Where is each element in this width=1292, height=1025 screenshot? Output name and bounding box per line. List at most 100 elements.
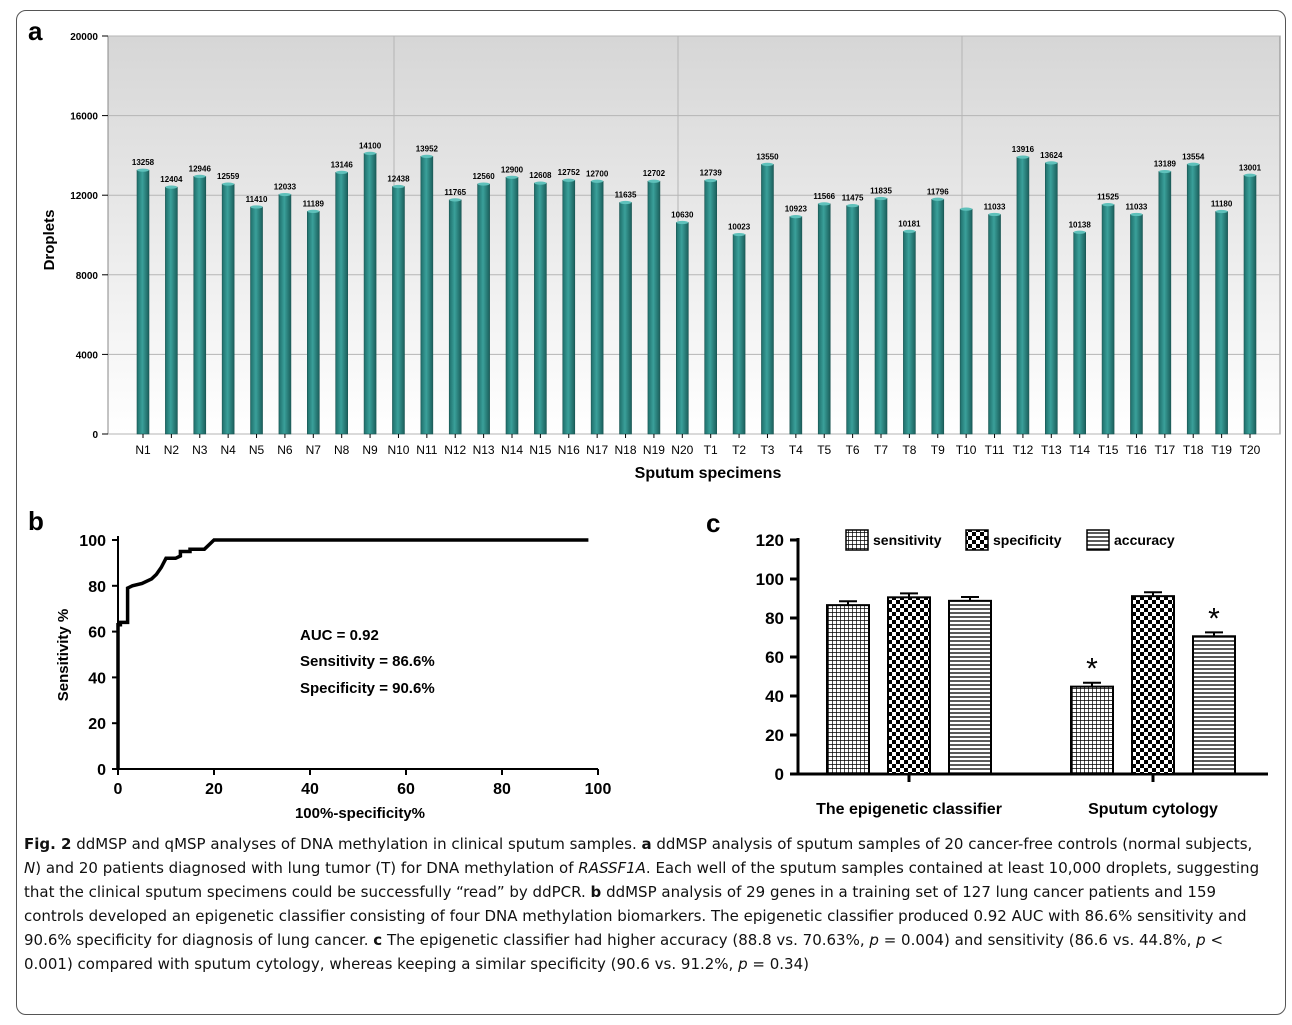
panel-a-data-label: 11189: [303, 199, 325, 208]
panel-c-bar-specificity: [887, 596, 931, 776]
panel-a-bar-top: [903, 229, 916, 233]
panel-a-x-tick-label: T1: [704, 443, 718, 457]
panel-a-bar-top: [364, 151, 377, 156]
panel-b-y-tick-label: 60: [88, 625, 106, 642]
panel-b-y-tick-label: 40: [88, 670, 106, 687]
panel-c-legend-swatch-accuracy: [1086, 529, 1110, 551]
panel-a-x-tick-label: N7: [306, 443, 322, 457]
panel-a-x-tick-label: T20: [1240, 443, 1261, 457]
panel-c-legend-label-specificity: specificity: [993, 532, 1062, 548]
panel-a-bar-top: [1158, 169, 1171, 174]
panel-a-data-label: 10181: [898, 219, 921, 228]
panel-b-x-tick-label: 20: [205, 781, 223, 798]
panel-a-bar-top: [1187, 162, 1200, 166]
panel-c-bar-specificity: [1131, 595, 1175, 775]
caption-c-text-2: = 0.004) and sensitivity (86.6 vs. 44.8%…: [878, 931, 1197, 949]
panel-a-data-label: 11796: [927, 187, 949, 196]
panel-a-x-tick-label: T15: [1098, 443, 1119, 457]
panel-c-y-tick-label: 0: [775, 765, 784, 784]
panel-c-bars: **: [826, 591, 1236, 776]
caption-title: ddMSP and qMSP analyses of DNA methylati…: [71, 835, 642, 853]
panel-c-bar-accuracy: [948, 599, 992, 776]
panel-a-x-tick-label: T11: [985, 443, 1005, 457]
panel-a-bar: [392, 186, 405, 435]
panel-a-y-tick-label: 4000: [76, 350, 99, 361]
panel-a-x-tick-label: T14: [1069, 443, 1090, 457]
caption-c-text-3: < 0.001) compared with sputum cytology, …: [24, 931, 1224, 973]
panel-a-data-label: 11635: [615, 190, 637, 199]
panel-b-x-tick-label: 0: [114, 781, 123, 798]
panel-a-data-label: 10923: [785, 205, 808, 214]
panel-a-bar-top: [562, 178, 575, 182]
panel-a-bar: [1073, 231, 1086, 435]
panel-c-category-label: The epigenetic classifier: [816, 801, 1002, 818]
panel-a-bar: [647, 180, 661, 435]
caption-a-text-1: ddMSP analysis of sputum samples of 20 c…: [651, 835, 1253, 853]
panel-c-y-tick-label: 20: [765, 726, 784, 745]
panel-a-data-label: 14100: [359, 141, 382, 150]
panel-a-data-label: 13952: [416, 144, 439, 153]
panel-a-x-tick-label: N6: [277, 443, 293, 457]
panel-a-data-label: 11410: [246, 195, 268, 204]
panel-a-bar: [193, 176, 207, 435]
panel-a-x-tick-label: N12: [444, 443, 466, 457]
panel-b-y-tick-label: 100: [79, 533, 106, 550]
panel-a-bar: [363, 153, 377, 435]
figure-caption: Fig. 2 ddMSP and qMSP analyses of DNA me…: [24, 832, 1274, 976]
panel-a-x-tick-label: N9: [362, 443, 378, 457]
caption-p-2: p: [1196, 931, 1206, 949]
panel-a-data-label: 12560: [472, 172, 495, 181]
panel-a-x-tick-label: T8: [902, 443, 916, 457]
panel-a-bar: [959, 208, 973, 435]
panel-a-bar-top: [534, 181, 547, 185]
panel-b-x-tick-label: 100: [585, 781, 612, 798]
panel-a-x-tick-label: N10: [387, 443, 409, 457]
caption-b-label: b: [590, 883, 602, 901]
panel-c-y-tick-label: 60: [765, 648, 784, 667]
panel-a-bar-top: [165, 185, 178, 189]
panel-a-data-label: 13258: [132, 158, 155, 167]
panel-b-sensitivity-annotation: Sensitivity = 86.6%: [300, 653, 435, 670]
panel-a-bar: [221, 183, 235, 435]
panel-a-y-ticks: 0 4000 8000 12000 16000 20000: [70, 32, 108, 441]
panel-a-bar-top: [761, 162, 774, 166]
panel-a-data-label: 12900: [501, 165, 524, 174]
caption-a-n: N: [24, 859, 36, 877]
panel-b-ticks: 0 20 40 60 80 100 0 20 40 60 80 100: [79, 533, 611, 798]
panel-a-data-label: 12702: [643, 169, 666, 178]
panel-a-bar-top: [278, 192, 291, 197]
panel-a-bar: [477, 183, 490, 435]
panel-a-x-tick-label: N11: [416, 443, 437, 457]
panel-a-x-tick-label: T3: [760, 443, 774, 457]
panel-a-bar-top: [818, 202, 831, 206]
panel-a-bar: [1101, 204, 1115, 435]
panel-a-bar: [448, 199, 462, 435]
panel-a-bar: [1158, 171, 1172, 435]
panel-c-legend-swatch-specificity: [965, 529, 989, 551]
panel-a-x-tick-label: N14: [501, 443, 523, 457]
panel-a-x-tick-label: T9: [931, 443, 945, 457]
panel-a-bar-top: [420, 154, 433, 158]
panel-c-category-labels: The epigenetic classifier Sputum cytology: [816, 801, 1218, 818]
panel-a-bar: [988, 214, 1001, 435]
panel-a-x-tick-label: N16: [558, 443, 580, 457]
panel-c-error-bar: [961, 595, 979, 601]
panel-c-error-bar: [839, 600, 857, 606]
caption-c-text-1: The epigenetic classifier had higher acc…: [382, 931, 870, 949]
panel-a-x-tick-label: T5: [817, 443, 831, 457]
panel-a-x-tick-label: N8: [334, 443, 350, 457]
panel-a-bar: [590, 180, 604, 435]
panel-a-data-label: 13001: [1239, 163, 1262, 172]
panel-a-bar: [307, 211, 320, 435]
panel-a-bar-top: [733, 232, 746, 237]
panel-c-y-tick-label: 100: [756, 570, 784, 589]
panel-b-x-tick-label: 40: [301, 781, 319, 798]
panel-c-bar-accuracy: [1192, 635, 1236, 775]
panel-a-x-tick-label: T13: [1041, 443, 1062, 457]
panel-b-x-tick-label: 60: [397, 781, 415, 798]
panel-c: c sensitivity specificity accuracy 0 20 40 60…: [706, 508, 1268, 818]
panel-a-x-tick-label: N20: [671, 443, 693, 457]
panel-a-bar-top: [1215, 209, 1228, 214]
panel-a-bar: [817, 203, 831, 435]
panel-c-significance-mark: *: [1208, 602, 1220, 635]
